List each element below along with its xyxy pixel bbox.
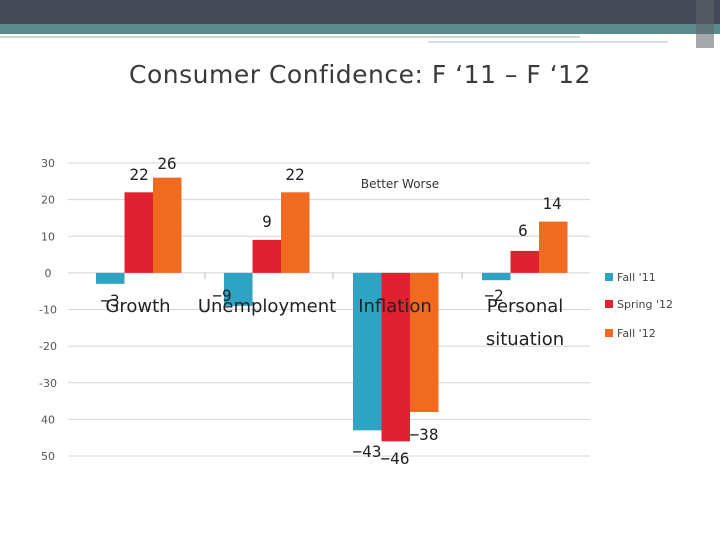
bar (124, 192, 153, 273)
bar (510, 250, 539, 273)
data-label: −38 (410, 425, 439, 444)
data-label: 22 (129, 165, 148, 184)
bar (224, 272, 253, 306)
legend-swatch (605, 300, 613, 308)
header-corner-block (696, 0, 714, 48)
data-label: −2 (484, 286, 503, 305)
data-label: 9 (262, 212, 272, 231)
data-label: −46 (381, 449, 410, 468)
header-rule-secondary (428, 41, 668, 43)
legend-swatch (605, 273, 613, 281)
bar (96, 272, 125, 284)
y-tick-label: -30 (39, 377, 57, 390)
header-bar (0, 0, 720, 24)
y-tick-label: 50 (41, 450, 55, 463)
y-tick-label: 30 (41, 157, 55, 170)
data-label: 26 (157, 154, 176, 173)
data-label: 6 (518, 221, 528, 240)
bar (153, 177, 182, 273)
chart-annotation: Better Worse (361, 177, 439, 191)
header-rule (0, 36, 580, 38)
legend-label: Fall '12 (617, 327, 656, 340)
data-label: −43 (353, 442, 382, 461)
bar (252, 239, 281, 273)
bar (410, 272, 439, 413)
bar (539, 221, 568, 273)
category-label: Unemployment (198, 296, 336, 317)
y-tick-label: -10 (39, 304, 57, 317)
bar (353, 272, 382, 431)
legend-label: Fall '11 (617, 271, 656, 284)
y-tick-label: 20 (41, 194, 55, 207)
y-tick-label: 10 (41, 230, 55, 243)
legend-swatch (605, 329, 613, 337)
data-label: −9 (212, 286, 231, 305)
legend-label: Spring '12 (617, 298, 673, 311)
category-label: Inflation (358, 296, 432, 317)
category-label: Personal (487, 296, 564, 317)
consumer-confidence-chart: 30 20 10 0 -10 -20 -30 40 50 −3 −9 −43 −2 22 9 −46 6 26 22… (39, 154, 673, 468)
header-accent-bar (0, 24, 720, 34)
data-label: −3 (100, 291, 119, 310)
data-label: 22 (285, 165, 304, 184)
category-label: Growth (105, 296, 170, 317)
bar (281, 192, 310, 273)
data-label: 14 (542, 194, 561, 213)
bar (482, 272, 511, 281)
y-tick-label: 40 (41, 413, 55, 426)
category-label: situation (486, 329, 564, 350)
y-tick-label: -20 (39, 340, 57, 353)
slide-title: Consumer Confidence: F ‘11 – F ‘12 (129, 60, 591, 89)
y-tick-label: 0 (45, 267, 52, 280)
bar (381, 272, 410, 442)
